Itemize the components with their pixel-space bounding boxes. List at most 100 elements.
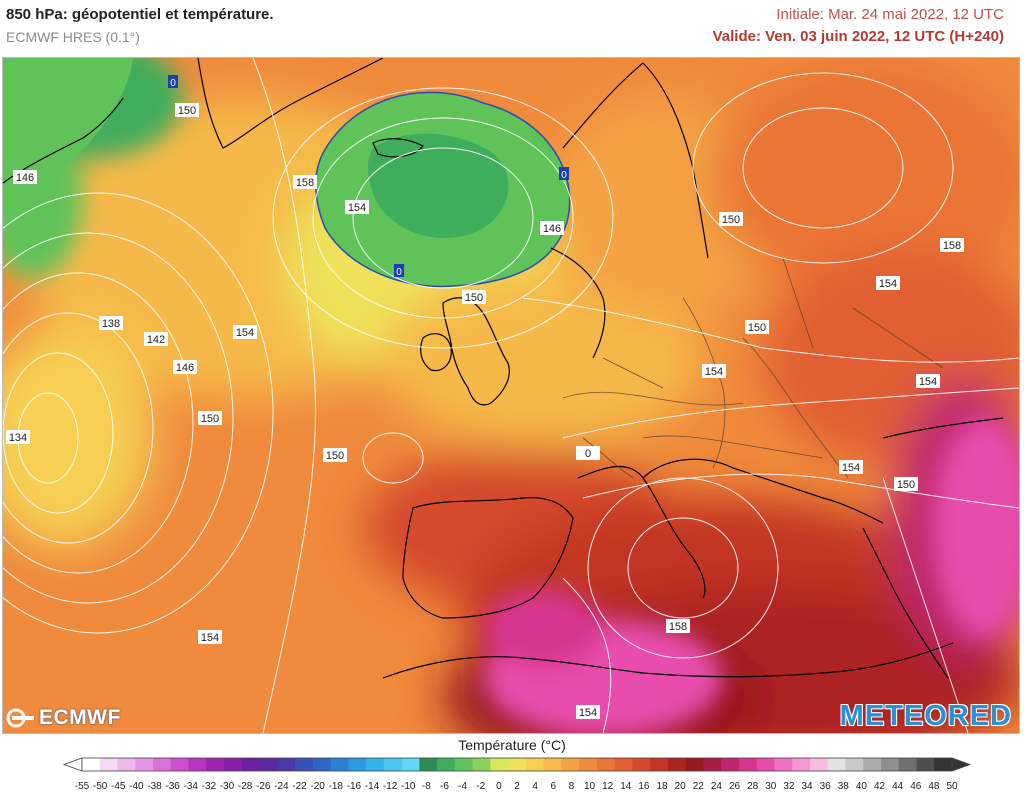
- colorbar-tick-label: 24: [711, 781, 723, 792]
- colorbar-tick-label: 26: [729, 781, 741, 792]
- colorbar-tick-label: 18: [656, 781, 668, 792]
- colorbar-tick-label: -28: [238, 781, 253, 792]
- colorbar-tick-label: -32: [202, 781, 217, 792]
- colorbar-swatch: [401, 758, 420, 771]
- colorbar-tick-label: 30: [765, 781, 777, 792]
- svg-text:134: 134: [9, 432, 27, 444]
- coastlines: [3, 58, 1004, 679]
- colorbar-tick-label: -2: [476, 781, 485, 792]
- header-left: 850 hPa: géopotentiel et température. EC…: [6, 5, 274, 47]
- svg-text:150: 150: [326, 450, 344, 462]
- colorbar-swatch: [383, 758, 403, 771]
- svg-text:158: 158: [943, 240, 961, 252]
- colorbar-swatch: [241, 758, 261, 771]
- colorbar-tick-label: -20: [310, 781, 325, 792]
- contour-label: 158: [666, 619, 690, 633]
- svg-text:142: 142: [147, 334, 165, 346]
- colorbar-swatch: [916, 758, 935, 771]
- weather-map[interactable]: 150 146 158 154 146 150 138 142 146 134 …: [2, 57, 1020, 734]
- colorbar-swatch: [721, 758, 740, 771]
- colorbar-tick-label: -4: [458, 781, 467, 792]
- contour-label: 150: [894, 477, 918, 491]
- colorbar-swatch: [792, 758, 811, 771]
- colorbar-swatch: [880, 758, 900, 771]
- colorbar-swatch: [277, 758, 296, 771]
- contour-label: 154: [702, 364, 726, 378]
- colorbar-tick-label: 0: [496, 781, 502, 792]
- svg-text:158: 158: [669, 621, 687, 633]
- colorbar-tick-label: -26: [256, 781, 271, 792]
- colorbar-swatch: [348, 758, 367, 771]
- colorbar-tick-label: 6: [550, 781, 556, 792]
- svg-text:146: 146: [543, 223, 561, 235]
- colorbar-swatch: [650, 758, 669, 771]
- colorbar-swatch: [170, 758, 190, 771]
- valid-time: Valide: Ven. 03 juin 2022, 12 UTC (H+240…: [712, 28, 1004, 45]
- contour-label: 138: [99, 316, 123, 330]
- ecmwf-logo: ECMWF: [6, 706, 121, 730]
- colorbar-tick-label: 40: [856, 781, 868, 792]
- colorbar-swatch: [135, 758, 154, 771]
- svg-text:154: 154: [842, 462, 860, 474]
- colorbar-swatch: [738, 758, 758, 771]
- colorbar-tick-label: -8: [422, 781, 431, 792]
- colorbar-swatch: [703, 758, 722, 771]
- colorbar-swatch: [454, 758, 474, 771]
- colorbar-tick-label: -55: [75, 781, 90, 792]
- svg-text:146: 146: [176, 362, 194, 374]
- colorbar-tick-label: -30: [220, 781, 235, 792]
- colorbar-tick-label: -50: [93, 781, 108, 792]
- colorbar-swatch: [596, 758, 616, 771]
- svg-text:154: 154: [348, 202, 366, 214]
- colorbar-swatch: [525, 758, 545, 771]
- colorbar-swatch: [224, 758, 243, 771]
- contour-label: 150: [198, 411, 222, 425]
- colorbar-tick-label: 36: [820, 781, 832, 792]
- colorbar-swatch: [99, 758, 119, 771]
- colorbar-swatch: [863, 758, 882, 771]
- colorbar-swatch: [685, 758, 704, 771]
- contour-label: 146: [13, 170, 37, 184]
- initial-time: Initiale: Mar. 24 mai 2022, 12 UTC: [776, 6, 1004, 23]
- geopotential-contours: [3, 58, 1019, 733]
- zero-isotherm-label: 0: [559, 167, 569, 181]
- contour-label: 150: [719, 212, 743, 226]
- contour-label: 142: [144, 332, 168, 346]
- colorbar-swatch: [366, 758, 385, 771]
- colorbar-swatch: [756, 758, 775, 771]
- colorbar-tick-label: -45: [111, 781, 126, 792]
- contour-label: 154: [198, 630, 222, 644]
- colorbar-tick-label: 46: [910, 781, 922, 792]
- colorbar-swatch: [632, 758, 651, 771]
- colorbar-swatch: [117, 758, 136, 771]
- colorbar-swatch: [490, 758, 509, 771]
- colorbar-tick-label: 42: [874, 781, 886, 792]
- colorbar-tick-label: 4: [532, 781, 538, 792]
- svg-text:154: 154: [879, 278, 897, 290]
- contour-label: 154: [839, 460, 863, 474]
- ecmwf-logo-text: ECMWF: [39, 706, 121, 729]
- svg-text:150: 150: [465, 292, 483, 304]
- colorbar-swatch: [898, 758, 917, 771]
- colorbar-tick-label: -16: [347, 781, 362, 792]
- colorbar-tick-label: 14: [620, 781, 632, 792]
- contour-label: 150: [323, 448, 347, 462]
- colorbar-tick-label: -12: [383, 781, 398, 792]
- colorbar-tick-label: -10: [401, 781, 416, 792]
- contour-label: 146: [173, 360, 197, 374]
- colorbar-tick-label: 44: [892, 781, 904, 792]
- colorbar-tick-label: 38: [838, 781, 850, 792]
- svg-text:154: 154: [705, 366, 723, 378]
- contour-label: 134: [6, 430, 30, 444]
- colorbar-tick-label: -38: [147, 781, 162, 792]
- colorbar-tick-label: 48: [928, 781, 940, 792]
- colorbar-tick-label: 32: [783, 781, 795, 792]
- colorbar-tick-label: -18: [329, 781, 344, 792]
- svg-text:146: 146: [16, 172, 34, 184]
- contour-label: 150: [462, 290, 486, 304]
- colorbar-swatch: [561, 758, 580, 771]
- contour-label: 158: [940, 238, 964, 252]
- legend-title: Température (°C): [458, 737, 566, 753]
- svg-text:0: 0: [561, 170, 567, 181]
- colorbar-tick-label: 10: [584, 781, 596, 792]
